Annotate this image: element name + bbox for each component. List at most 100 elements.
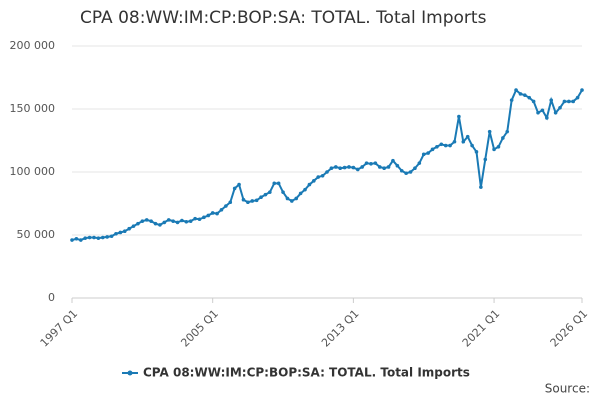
point bbox=[70, 238, 74, 242]
point bbox=[144, 218, 149, 222]
point bbox=[136, 221, 140, 226]
point bbox=[399, 168, 404, 173]
point bbox=[74, 236, 79, 241]
x-tick-label: 2013 Q1 bbox=[319, 307, 362, 350]
point bbox=[408, 170, 413, 174]
x-tick-label: 2026 Q1 bbox=[548, 307, 591, 350]
point bbox=[439, 142, 444, 147]
point bbox=[391, 158, 395, 163]
point bbox=[426, 151, 430, 155]
point bbox=[479, 185, 483, 189]
series-line bbox=[71, 88, 583, 242]
point bbox=[105, 235, 109, 239]
point bbox=[333, 165, 338, 169]
point bbox=[382, 166, 386, 171]
point bbox=[562, 99, 567, 104]
point bbox=[92, 235, 96, 240]
point bbox=[360, 165, 364, 169]
point bbox=[202, 215, 206, 220]
point bbox=[162, 220, 167, 225]
point bbox=[549, 98, 554, 102]
point bbox=[545, 116, 549, 120]
point bbox=[531, 99, 536, 104]
point bbox=[413, 166, 417, 171]
point bbox=[474, 150, 479, 154]
point bbox=[452, 139, 457, 144]
point bbox=[518, 92, 523, 96]
legend-marker bbox=[127, 370, 133, 376]
point bbox=[320, 173, 325, 178]
point bbox=[180, 218, 184, 223]
point bbox=[259, 195, 263, 199]
point bbox=[527, 95, 532, 100]
point bbox=[509, 98, 514, 102]
point bbox=[355, 167, 360, 172]
point bbox=[492, 147, 496, 152]
point bbox=[369, 162, 373, 166]
point bbox=[272, 181, 277, 186]
point bbox=[386, 165, 391, 169]
point bbox=[149, 219, 153, 223]
point bbox=[523, 93, 527, 97]
point bbox=[430, 147, 435, 152]
point bbox=[188, 219, 193, 223]
point bbox=[122, 229, 127, 234]
point bbox=[443, 143, 448, 148]
point bbox=[83, 236, 87, 240]
point bbox=[166, 218, 171, 222]
point bbox=[395, 163, 400, 168]
point bbox=[241, 197, 246, 202]
point bbox=[558, 105, 562, 110]
point bbox=[312, 179, 316, 183]
point bbox=[246, 200, 250, 205]
x-tick-label: 1997 Q1 bbox=[38, 307, 81, 350]
point bbox=[193, 216, 197, 221]
point bbox=[294, 196, 299, 201]
point bbox=[232, 186, 237, 191]
point bbox=[109, 234, 114, 239]
point bbox=[268, 190, 272, 194]
y-tick-label: 0 bbox=[48, 291, 55, 304]
point bbox=[571, 99, 576, 104]
point bbox=[285, 196, 290, 201]
point bbox=[219, 208, 224, 212]
point bbox=[250, 199, 255, 203]
point bbox=[567, 99, 571, 104]
y-tick-label: 200 000 bbox=[10, 39, 56, 52]
y-tick-label: 50 000 bbox=[17, 228, 56, 241]
point bbox=[118, 230, 123, 235]
point bbox=[158, 223, 162, 227]
point bbox=[364, 161, 369, 165]
point bbox=[316, 175, 321, 179]
point bbox=[263, 192, 268, 197]
point bbox=[228, 200, 233, 205]
point bbox=[298, 191, 303, 196]
point bbox=[78, 238, 83, 242]
point bbox=[470, 143, 474, 148]
y-tick-label: 150 000 bbox=[10, 102, 56, 115]
point bbox=[373, 161, 378, 165]
legend-label: CPA 08:WW:IM:CP:BOP:SA: TOTAL. Total Imp… bbox=[143, 366, 470, 380]
point bbox=[501, 136, 505, 140]
point bbox=[210, 211, 215, 215]
point bbox=[197, 217, 202, 222]
point bbox=[417, 161, 422, 165]
point bbox=[461, 139, 466, 144]
point bbox=[175, 220, 180, 225]
point bbox=[131, 224, 136, 228]
point bbox=[351, 165, 356, 170]
point bbox=[237, 182, 241, 187]
point bbox=[347, 165, 351, 169]
point bbox=[153, 221, 158, 226]
point bbox=[329, 166, 334, 171]
point bbox=[303, 187, 307, 192]
chart-title: CPA 08:WW:IM:CP:BOP:SA: TOTAL. Total Imp… bbox=[80, 8, 487, 28]
point bbox=[338, 166, 342, 171]
point bbox=[184, 219, 189, 224]
point bbox=[540, 108, 545, 113]
point bbox=[224, 204, 228, 208]
point bbox=[536, 110, 540, 115]
point bbox=[140, 219, 145, 223]
point bbox=[100, 235, 105, 240]
